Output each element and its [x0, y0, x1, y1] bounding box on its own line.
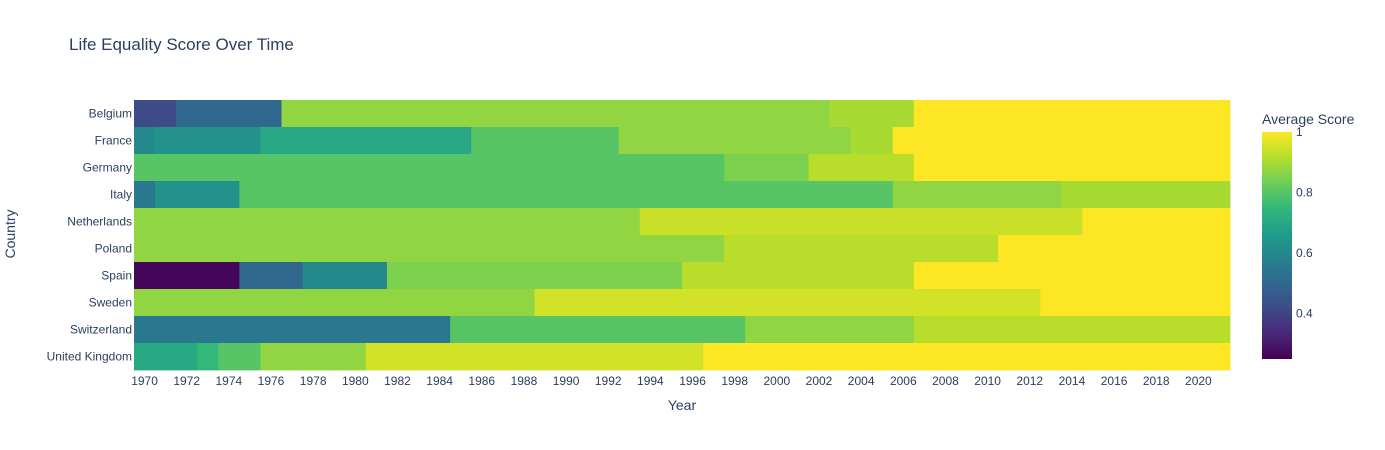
- x-tick-label: 1982: [384, 374, 411, 388]
- x-tick-label: 1996: [679, 374, 706, 388]
- heatmap-cell: [302, 262, 388, 290]
- y-tick-labels: Belgium France Germany Italy Netherlands Pola…: [47, 107, 133, 364]
- heatmap-cell: [239, 262, 304, 290]
- heatmap-cell: [365, 343, 704, 371]
- colorbar-tick-labels: 0.4 0.6 0.8 1: [1296, 125, 1313, 321]
- heatmap-cell: [471, 127, 620, 155]
- heatmap-cell: [1061, 181, 1231, 209]
- colorbar-title: Average Score: [1262, 111, 1355, 127]
- x-tick-label: 1978: [300, 374, 327, 388]
- heatmap-cell: [682, 262, 915, 290]
- heatmap-cell: [134, 154, 725, 182]
- heatmap-cell: [850, 127, 894, 155]
- x-tick-label: 1990: [553, 374, 580, 388]
- heatmap-cell: [913, 316, 1231, 344]
- heatmap-cell: [892, 181, 1062, 209]
- x-tick-label: 2004: [848, 374, 875, 388]
- y-tick-label: Netherlands: [67, 215, 132, 229]
- y-tick-label: Belgium: [89, 107, 132, 121]
- heatmap-cell: [913, 100, 1231, 128]
- x-tick-label: 1972: [173, 374, 200, 388]
- colorbar: [1262, 132, 1292, 359]
- heatmap-cell: [745, 316, 915, 344]
- heatmap-cell: [134, 181, 156, 209]
- chart-title: Life Equality Score Over Time: [69, 35, 294, 54]
- heatmap-cell: [829, 100, 915, 128]
- y-tick-label: Sweden: [89, 296, 132, 310]
- heatmap-cell: [134, 127, 156, 155]
- heatmap-cell: [892, 127, 1231, 155]
- y-tick-label: Italy: [110, 188, 132, 202]
- heatmap-cell: [913, 154, 1231, 182]
- x-axis-title: Year: [668, 397, 697, 413]
- heatmap-cell: [134, 316, 451, 344]
- x-tick-label: 2006: [890, 374, 917, 388]
- x-tick-label: 1976: [258, 374, 285, 388]
- heatmap-cell: [155, 127, 261, 155]
- heatmap-cell: [260, 343, 367, 371]
- x-tick-label: 2012: [1016, 374, 1043, 388]
- colorbar-tick-label: 1: [1296, 125, 1303, 139]
- x-tick-label: 1974: [215, 374, 242, 388]
- x-tick-label: 1986: [468, 374, 495, 388]
- heatmap-cell: [534, 289, 1041, 317]
- x-tick-label: 2000: [763, 374, 790, 388]
- heatmap-cells: [134, 100, 1231, 371]
- heatmap-cell: [724, 235, 999, 263]
- y-axis-title: Country: [2, 209, 18, 258]
- y-tick-label: Germany: [83, 161, 132, 175]
- x-tick-label: 1988: [511, 374, 538, 388]
- heatmap-cell: [639, 208, 1083, 236]
- heatmap-cell: [155, 181, 240, 209]
- x-tick-labels: 1970 1972 1974 1976 1978 1980 1982 1984 1986 1988…: [131, 374, 1212, 388]
- heatmap-cell: [913, 262, 1231, 290]
- heatmap-cell: [281, 100, 830, 128]
- x-tick-label: 1980: [342, 374, 369, 388]
- heatmap-cell: [808, 154, 915, 182]
- x-tick-label: 2020: [1185, 374, 1212, 388]
- heatmap-cell: [239, 181, 894, 209]
- x-tick-label: 1984: [426, 374, 453, 388]
- heatmap-cell: [1082, 208, 1231, 236]
- y-tick-label: Poland: [95, 242, 132, 256]
- x-tick-label: 2016: [1101, 374, 1128, 388]
- colorbar-tick-label: 0.4: [1296, 307, 1313, 321]
- y-tick-label: United Kingdom: [47, 350, 132, 364]
- x-tick-label: 2002: [806, 374, 833, 388]
- colorbar-tick-label: 0.6: [1296, 246, 1313, 260]
- heatmap-cell: [998, 235, 1231, 263]
- heatmap-cell: [134, 343, 198, 371]
- heatmap-cell: [618, 127, 852, 155]
- y-tick-label: Switzerland: [70, 323, 132, 337]
- heatmap-cell: [703, 343, 1231, 371]
- x-tick-label: 1998: [721, 374, 748, 388]
- heatmap-cell: [134, 208, 641, 236]
- heatmap-cell: [724, 154, 809, 182]
- x-tick-label: 2018: [1143, 374, 1170, 388]
- colorbar-tick-label: 0.8: [1296, 186, 1313, 200]
- x-tick-label: 1970: [131, 374, 158, 388]
- heatmap-cell: [134, 289, 535, 317]
- x-tick-label: 2010: [974, 374, 1001, 388]
- heatmap-cell: [218, 343, 261, 371]
- heatmap-cell: [134, 100, 177, 128]
- heatmap-cell: [197, 343, 219, 371]
- heatmap-cell: [134, 262, 240, 290]
- x-tick-label: 1994: [637, 374, 664, 388]
- heatmap-cell: [450, 316, 746, 344]
- heatmap-cell: [260, 127, 472, 155]
- heatmap-cell: [134, 235, 725, 263]
- heatmap-cell: [386, 262, 683, 290]
- y-tick-label: Spain: [101, 269, 132, 283]
- heatmap-cell: [176, 100, 282, 128]
- x-tick-label: 1992: [595, 374, 622, 388]
- heatmap-cell: [1040, 289, 1231, 317]
- x-tick-label: 2008: [932, 374, 959, 388]
- x-tick-label: 2014: [1059, 374, 1086, 388]
- y-tick-label: France: [95, 134, 133, 148]
